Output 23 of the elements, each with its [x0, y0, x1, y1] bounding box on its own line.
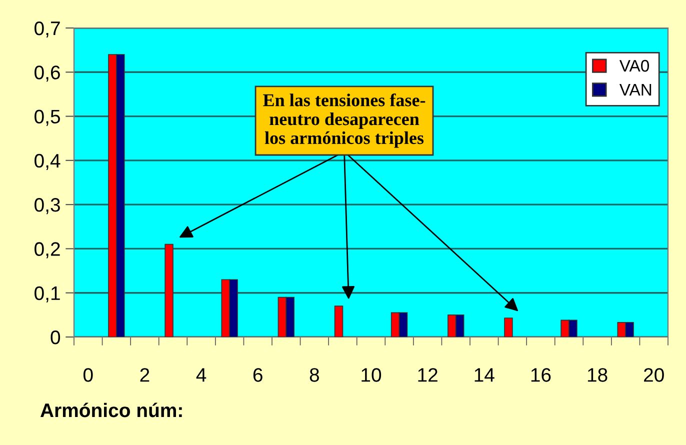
- x-tick-label: 10: [362, 368, 382, 382]
- y-tick-label: 0: [50, 330, 60, 344]
- x-tick-label: 6: [253, 368, 262, 382]
- y-tick-label: 0,5: [34, 110, 60, 126]
- x-tick-label: 14: [474, 368, 494, 382]
- y-tick-label: 0,2: [34, 242, 60, 258]
- x-tick-label: 16: [531, 368, 551, 382]
- y-tick-label: 0,1: [34, 286, 60, 302]
- x-tick-label: 20: [644, 368, 664, 382]
- legend-label: VA0: [619, 60, 650, 72]
- x-tick-label: 0: [83, 368, 93, 382]
- y-tick-label: 0,6: [34, 66, 60, 82]
- y-tick-label: 0,4: [34, 154, 60, 170]
- annotation: En las tensiones fase- neutro desaparecen los armónicos triples: [263, 93, 426, 148]
- legend-label: VAN: [619, 84, 652, 96]
- y-tick-label: 0,7: [34, 21, 60, 38]
- x-axis-title: Armónico núm:: [40, 402, 182, 418]
- x-tick-label: 12: [418, 368, 438, 382]
- x-tick-label: 2: [140, 368, 150, 382]
- y-tick-label: 0,3: [34, 198, 60, 214]
- x-tick-label: 4: [196, 368, 206, 382]
- x-tick-label: 8: [310, 368, 319, 382]
- x-tick-label: 18: [588, 368, 608, 382]
